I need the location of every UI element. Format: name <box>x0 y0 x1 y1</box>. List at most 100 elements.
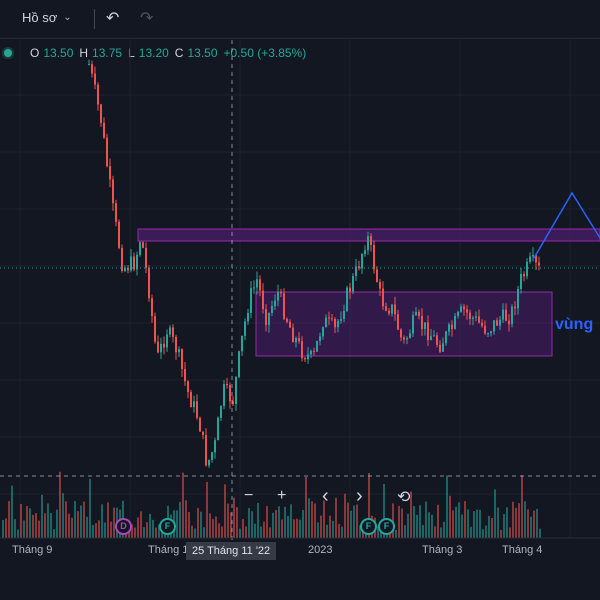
volume-bar <box>323 500 325 538</box>
volume-bar <box>146 522 148 538</box>
candle-body <box>361 254 363 269</box>
candle-body <box>286 318 288 322</box>
profile-label: Hồ sơ <box>22 10 58 25</box>
candle-body <box>481 322 483 326</box>
volume-bar <box>110 521 112 538</box>
candle-body <box>190 391 192 408</box>
volume-bar <box>26 505 28 538</box>
candle-body <box>457 311 459 316</box>
candle-body <box>496 320 498 326</box>
volume-bar <box>341 526 343 538</box>
volume-bar <box>317 522 319 538</box>
candle-body <box>355 266 357 276</box>
volume-bar <box>533 510 535 538</box>
volume-bar <box>482 529 484 538</box>
ohlc-legend: O 13.50 H 13.75 L 13.20 C 13.50 +0.50 (+3.85… <box>0 46 308 60</box>
volume-bar <box>47 503 49 538</box>
volume-bar <box>137 517 139 538</box>
volume-bar <box>299 519 301 538</box>
zone-annotation[interactable]: vùng <box>555 316 594 333</box>
volume-bar <box>287 515 289 538</box>
volume-bar <box>272 512 274 538</box>
status-dot-icon <box>4 49 12 57</box>
candle-body <box>331 318 333 320</box>
volume-bar <box>230 512 232 538</box>
volume-bar <box>113 507 115 538</box>
candle-body <box>271 305 273 313</box>
candle-body <box>187 381 189 392</box>
candle-body <box>424 322 426 329</box>
volume-bar <box>245 526 247 538</box>
candle-body <box>406 337 408 340</box>
volume-bar <box>98 520 100 538</box>
volume-bar <box>41 494 43 538</box>
volume-bar <box>233 497 235 538</box>
financial-event-icon[interactable]: F <box>378 518 395 535</box>
candle-body <box>184 368 186 382</box>
volume-bar <box>263 521 265 538</box>
candle-body <box>421 315 423 329</box>
scroll-right-button[interactable]: › <box>356 485 363 507</box>
crosshair-date-label: 25 Tháng 11 '22 <box>186 542 277 560</box>
candle-body <box>199 417 201 432</box>
zoom-in-button[interactable]: + <box>277 487 287 504</box>
candle-body <box>499 319 501 326</box>
candle-body <box>280 291 282 294</box>
candle-body <box>523 274 525 277</box>
candle-body <box>307 354 309 360</box>
reset-chart-button[interactable]: ⟲ <box>397 489 411 506</box>
volume-bar <box>74 501 76 538</box>
candle-body <box>151 298 153 317</box>
candle-body <box>238 351 240 377</box>
candle-body <box>460 306 462 312</box>
dividend-event-icon[interactable]: D <box>115 518 132 535</box>
candle-body <box>502 309 504 320</box>
candle-body <box>148 267 150 299</box>
volume-bar <box>50 512 52 538</box>
candle-body <box>445 331 447 344</box>
volume-bar <box>44 513 46 538</box>
candle-body <box>91 64 93 74</box>
redo-icon[interactable]: ↷ <box>140 10 154 27</box>
candle-body <box>274 300 276 306</box>
volume-bar <box>332 520 334 538</box>
candle-body <box>301 341 303 359</box>
volume-bar <box>194 528 196 538</box>
volume-bar <box>206 481 208 538</box>
volume-bar <box>221 526 223 538</box>
toolbar-divider <box>94 9 95 29</box>
volume-bar <box>29 508 31 538</box>
accumulation-zone <box>255 291 553 357</box>
candle-body <box>166 334 168 348</box>
volume-bar <box>224 484 226 538</box>
volume-bar <box>239 528 241 538</box>
volume-bar <box>197 507 199 538</box>
volume-bar <box>434 526 436 538</box>
candle-body <box>370 236 372 245</box>
financial-event-icon[interactable]: F <box>159 518 176 535</box>
volume-bar <box>32 514 34 538</box>
zoom-out-button[interactable]: − <box>244 487 254 504</box>
volume-bar <box>278 506 280 538</box>
volume-bar <box>296 518 298 538</box>
profile-menu[interactable]: Hồ sơ ⌄ <box>22 10 72 25</box>
volume-bar <box>248 507 250 538</box>
candle-body <box>484 325 486 334</box>
candle-body <box>310 350 312 355</box>
candle-body <box>487 333 489 335</box>
volume-bar <box>179 501 181 538</box>
candle-body <box>124 267 126 271</box>
volume-bar <box>275 509 277 538</box>
undo-icon[interactable]: ↶ <box>106 10 120 27</box>
candle-body <box>205 434 207 466</box>
financial-event-icon[interactable]: F <box>360 518 377 535</box>
candle-body <box>538 262 540 266</box>
candle-body <box>385 306 387 311</box>
volume-bar <box>446 475 448 538</box>
scroll-left-button[interactable]: ‹ <box>322 485 329 507</box>
volume-bar <box>35 513 37 538</box>
candle-body <box>343 311 345 319</box>
candle-body <box>250 288 252 313</box>
volume-bar <box>527 509 529 538</box>
